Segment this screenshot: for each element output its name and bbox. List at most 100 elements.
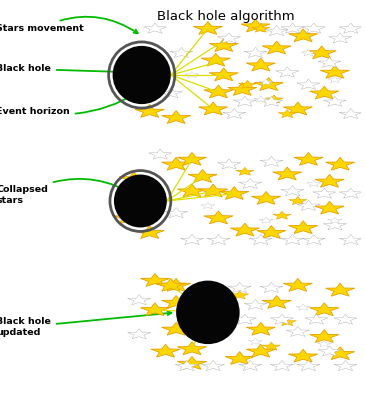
Polygon shape: [201, 202, 215, 209]
Polygon shape: [259, 217, 273, 223]
Polygon shape: [339, 108, 362, 118]
Polygon shape: [159, 88, 182, 98]
Polygon shape: [162, 322, 191, 335]
Polygon shape: [119, 172, 148, 185]
Polygon shape: [323, 96, 346, 106]
Polygon shape: [249, 234, 272, 244]
Polygon shape: [244, 48, 267, 58]
Text: Event horizon: Event horizon: [0, 92, 138, 116]
Polygon shape: [259, 79, 273, 85]
Polygon shape: [310, 303, 339, 316]
Polygon shape: [201, 360, 225, 370]
Polygon shape: [289, 197, 307, 204]
Polygon shape: [294, 152, 323, 165]
Polygon shape: [310, 330, 339, 342]
Polygon shape: [180, 234, 204, 244]
Text: Black hole algorithm: Black hole algorithm: [157, 10, 295, 23]
Polygon shape: [281, 23, 304, 33]
Polygon shape: [310, 86, 339, 99]
Polygon shape: [244, 300, 267, 310]
Polygon shape: [297, 360, 320, 370]
Polygon shape: [326, 347, 355, 360]
Polygon shape: [278, 318, 296, 326]
Polygon shape: [315, 201, 344, 214]
Polygon shape: [175, 360, 198, 370]
Polygon shape: [328, 76, 342, 83]
Polygon shape: [241, 19, 270, 32]
Polygon shape: [165, 208, 188, 218]
Polygon shape: [265, 26, 288, 36]
Polygon shape: [260, 156, 283, 166]
Polygon shape: [328, 33, 352, 43]
Polygon shape: [318, 346, 341, 356]
Polygon shape: [220, 187, 249, 200]
Polygon shape: [283, 278, 312, 291]
Polygon shape: [209, 39, 238, 52]
Polygon shape: [246, 58, 275, 71]
Polygon shape: [297, 200, 320, 210]
Polygon shape: [339, 23, 362, 33]
Polygon shape: [254, 96, 268, 102]
Ellipse shape: [112, 46, 171, 104]
Polygon shape: [151, 344, 180, 357]
Polygon shape: [230, 223, 260, 236]
Polygon shape: [339, 234, 362, 244]
Polygon shape: [296, 304, 310, 310]
Polygon shape: [231, 291, 249, 299]
Polygon shape: [302, 234, 325, 244]
Polygon shape: [254, 78, 283, 90]
Polygon shape: [313, 188, 336, 198]
Polygon shape: [273, 167, 302, 180]
Polygon shape: [334, 360, 357, 370]
Polygon shape: [114, 211, 143, 224]
Polygon shape: [135, 104, 164, 117]
Polygon shape: [273, 211, 291, 219]
Polygon shape: [199, 184, 228, 197]
Polygon shape: [141, 274, 169, 286]
Polygon shape: [218, 33, 241, 43]
Polygon shape: [260, 96, 283, 106]
Text: Black hole: Black hole: [0, 64, 137, 74]
Polygon shape: [246, 322, 275, 335]
Polygon shape: [249, 338, 262, 344]
Polygon shape: [323, 220, 346, 230]
Polygon shape: [326, 157, 355, 170]
Polygon shape: [326, 283, 355, 296]
Polygon shape: [162, 278, 191, 291]
Polygon shape: [281, 186, 304, 196]
Polygon shape: [301, 50, 315, 56]
Polygon shape: [162, 111, 191, 124]
Polygon shape: [177, 356, 207, 369]
Text: Black hole
updated: Black hole updated: [0, 311, 171, 337]
Polygon shape: [339, 188, 362, 198]
Polygon shape: [251, 192, 281, 204]
Polygon shape: [177, 184, 207, 197]
Polygon shape: [199, 102, 228, 115]
Polygon shape: [223, 108, 246, 118]
Polygon shape: [262, 296, 291, 308]
Polygon shape: [315, 174, 344, 187]
Polygon shape: [239, 360, 262, 370]
Polygon shape: [177, 152, 207, 165]
Text: Stars movement: Stars movement: [0, 17, 138, 33]
Polygon shape: [228, 282, 251, 292]
Polygon shape: [233, 96, 257, 106]
Polygon shape: [135, 226, 164, 238]
Polygon shape: [162, 157, 191, 170]
Polygon shape: [236, 167, 254, 175]
Polygon shape: [204, 85, 233, 98]
Polygon shape: [225, 352, 254, 364]
Polygon shape: [320, 66, 349, 78]
Polygon shape: [185, 72, 199, 78]
Polygon shape: [318, 57, 341, 67]
Polygon shape: [283, 102, 312, 115]
Text: Collapsed
stars: Collapsed stars: [0, 179, 136, 205]
Polygon shape: [143, 23, 166, 33]
Polygon shape: [204, 211, 233, 224]
Polygon shape: [317, 341, 331, 347]
Polygon shape: [127, 329, 151, 339]
Polygon shape: [188, 170, 217, 182]
Polygon shape: [257, 226, 286, 238]
Polygon shape: [334, 314, 357, 324]
Polygon shape: [209, 68, 238, 81]
